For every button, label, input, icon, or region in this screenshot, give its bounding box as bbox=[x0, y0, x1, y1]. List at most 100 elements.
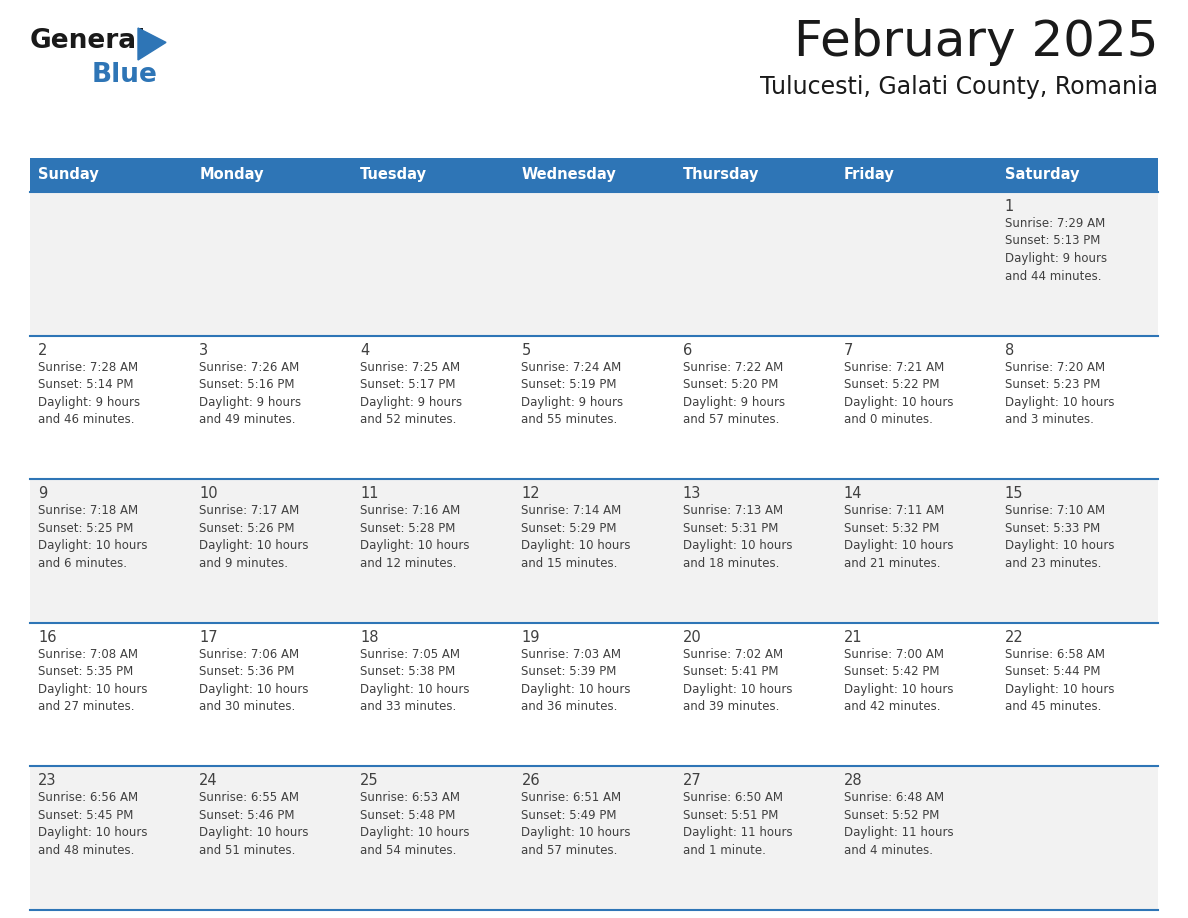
Text: and 33 minutes.: and 33 minutes. bbox=[360, 700, 456, 713]
Text: Daylight: 10 hours: Daylight: 10 hours bbox=[360, 683, 469, 696]
Text: Sunrise: 7:26 AM: Sunrise: 7:26 AM bbox=[200, 361, 299, 374]
Text: Daylight: 9 hours: Daylight: 9 hours bbox=[38, 396, 140, 409]
Text: Sunset: 5:25 PM: Sunset: 5:25 PM bbox=[38, 521, 133, 534]
Text: and 57 minutes.: and 57 minutes. bbox=[522, 844, 618, 856]
Text: Monday: Monday bbox=[200, 167, 264, 183]
Bar bbox=[30, 622, 1158, 767]
Text: Sunset: 5:31 PM: Sunset: 5:31 PM bbox=[683, 521, 778, 534]
Text: and 44 minutes.: and 44 minutes. bbox=[1005, 270, 1101, 283]
Text: Sunset: 5:42 PM: Sunset: 5:42 PM bbox=[843, 666, 940, 678]
Bar bbox=[30, 192, 1158, 336]
Text: Saturday: Saturday bbox=[1005, 167, 1080, 183]
Text: Daylight: 10 hours: Daylight: 10 hours bbox=[522, 826, 631, 839]
Text: Daylight: 10 hours: Daylight: 10 hours bbox=[1005, 396, 1114, 409]
Text: 14: 14 bbox=[843, 487, 862, 501]
Text: Tulucesti, Galati County, Romania: Tulucesti, Galati County, Romania bbox=[760, 75, 1158, 99]
Text: Daylight: 10 hours: Daylight: 10 hours bbox=[843, 683, 953, 696]
Bar bbox=[30, 158, 1158, 192]
Text: Sunset: 5:14 PM: Sunset: 5:14 PM bbox=[38, 378, 133, 391]
Text: Sunrise: 7:25 AM: Sunrise: 7:25 AM bbox=[360, 361, 461, 374]
Text: Sunset: 5:46 PM: Sunset: 5:46 PM bbox=[200, 809, 295, 822]
Text: Sunrise: 7:13 AM: Sunrise: 7:13 AM bbox=[683, 504, 783, 517]
Bar bbox=[30, 479, 1158, 622]
Text: Daylight: 9 hours: Daylight: 9 hours bbox=[683, 396, 785, 409]
Text: Sunrise: 6:48 AM: Sunrise: 6:48 AM bbox=[843, 791, 943, 804]
Text: Sunset: 5:49 PM: Sunset: 5:49 PM bbox=[522, 809, 617, 822]
Text: 27: 27 bbox=[683, 773, 701, 789]
Text: and 48 minutes.: and 48 minutes. bbox=[38, 844, 134, 856]
Text: and 49 minutes.: and 49 minutes. bbox=[200, 413, 296, 426]
Text: 17: 17 bbox=[200, 630, 217, 644]
Text: Sunrise: 6:55 AM: Sunrise: 6:55 AM bbox=[200, 791, 299, 804]
Text: Daylight: 10 hours: Daylight: 10 hours bbox=[1005, 683, 1114, 696]
Text: 7: 7 bbox=[843, 342, 853, 358]
Text: Sunset: 5:48 PM: Sunset: 5:48 PM bbox=[360, 809, 456, 822]
Text: and 4 minutes.: and 4 minutes. bbox=[843, 844, 933, 856]
Text: Sunrise: 7:00 AM: Sunrise: 7:00 AM bbox=[843, 648, 943, 661]
Text: Thursday: Thursday bbox=[683, 167, 759, 183]
Text: 8: 8 bbox=[1005, 342, 1015, 358]
Text: Sunset: 5:39 PM: Sunset: 5:39 PM bbox=[522, 666, 617, 678]
Text: and 42 minutes.: and 42 minutes. bbox=[843, 700, 940, 713]
Text: Sunrise: 6:56 AM: Sunrise: 6:56 AM bbox=[38, 791, 138, 804]
Text: Daylight: 10 hours: Daylight: 10 hours bbox=[38, 826, 147, 839]
Text: Sunset: 5:35 PM: Sunset: 5:35 PM bbox=[38, 666, 133, 678]
Text: 9: 9 bbox=[38, 487, 48, 501]
Text: Daylight: 10 hours: Daylight: 10 hours bbox=[38, 539, 147, 553]
Text: Sunset: 5:44 PM: Sunset: 5:44 PM bbox=[1005, 666, 1100, 678]
Text: Sunrise: 7:05 AM: Sunrise: 7:05 AM bbox=[360, 648, 460, 661]
Text: 19: 19 bbox=[522, 630, 539, 644]
Text: and 15 minutes.: and 15 minutes. bbox=[522, 556, 618, 570]
Text: Daylight: 10 hours: Daylight: 10 hours bbox=[200, 826, 309, 839]
Text: and 6 minutes.: and 6 minutes. bbox=[38, 556, 127, 570]
Text: and 23 minutes.: and 23 minutes. bbox=[1005, 556, 1101, 570]
Text: 13: 13 bbox=[683, 487, 701, 501]
Text: Sunrise: 6:58 AM: Sunrise: 6:58 AM bbox=[1005, 648, 1105, 661]
Text: February 2025: February 2025 bbox=[794, 18, 1158, 66]
Text: Daylight: 10 hours: Daylight: 10 hours bbox=[360, 539, 469, 553]
Text: and 3 minutes.: and 3 minutes. bbox=[1005, 413, 1094, 426]
Text: Sunrise: 7:06 AM: Sunrise: 7:06 AM bbox=[200, 648, 299, 661]
Text: Sunset: 5:13 PM: Sunset: 5:13 PM bbox=[1005, 234, 1100, 248]
Text: 18: 18 bbox=[360, 630, 379, 644]
Text: and 30 minutes.: and 30 minutes. bbox=[200, 700, 296, 713]
Text: 2: 2 bbox=[38, 342, 48, 358]
Text: Sunset: 5:52 PM: Sunset: 5:52 PM bbox=[843, 809, 939, 822]
Text: Daylight: 10 hours: Daylight: 10 hours bbox=[38, 683, 147, 696]
Text: Sunrise: 7:18 AM: Sunrise: 7:18 AM bbox=[38, 504, 138, 517]
Text: Daylight: 10 hours: Daylight: 10 hours bbox=[360, 826, 469, 839]
Text: Sunrise: 7:22 AM: Sunrise: 7:22 AM bbox=[683, 361, 783, 374]
Text: Sunrise: 7:29 AM: Sunrise: 7:29 AM bbox=[1005, 217, 1105, 230]
Text: Daylight: 10 hours: Daylight: 10 hours bbox=[522, 683, 631, 696]
Text: Daylight: 9 hours: Daylight: 9 hours bbox=[200, 396, 302, 409]
Text: and 46 minutes.: and 46 minutes. bbox=[38, 413, 134, 426]
Text: Sunset: 5:51 PM: Sunset: 5:51 PM bbox=[683, 809, 778, 822]
Text: and 1 minute.: and 1 minute. bbox=[683, 844, 765, 856]
Text: Sunset: 5:22 PM: Sunset: 5:22 PM bbox=[843, 378, 940, 391]
Text: and 51 minutes.: and 51 minutes. bbox=[200, 844, 296, 856]
Text: Sunset: 5:33 PM: Sunset: 5:33 PM bbox=[1005, 521, 1100, 534]
Text: 15: 15 bbox=[1005, 487, 1023, 501]
Text: 28: 28 bbox=[843, 773, 862, 789]
Text: Sunrise: 7:11 AM: Sunrise: 7:11 AM bbox=[843, 504, 944, 517]
Text: Daylight: 10 hours: Daylight: 10 hours bbox=[683, 683, 792, 696]
Text: Daylight: 9 hours: Daylight: 9 hours bbox=[1005, 252, 1107, 265]
Text: and 27 minutes.: and 27 minutes. bbox=[38, 700, 134, 713]
Text: 10: 10 bbox=[200, 487, 217, 501]
Text: Sunrise: 7:24 AM: Sunrise: 7:24 AM bbox=[522, 361, 621, 374]
Text: Tuesday: Tuesday bbox=[360, 167, 428, 183]
Text: Sunrise: 7:17 AM: Sunrise: 7:17 AM bbox=[200, 504, 299, 517]
Text: 1: 1 bbox=[1005, 199, 1015, 214]
Text: 24: 24 bbox=[200, 773, 217, 789]
Text: Sunrise: 7:10 AM: Sunrise: 7:10 AM bbox=[1005, 504, 1105, 517]
Text: and 45 minutes.: and 45 minutes. bbox=[1005, 700, 1101, 713]
Text: 6: 6 bbox=[683, 342, 691, 358]
Bar bbox=[30, 767, 1158, 910]
Text: Daylight: 11 hours: Daylight: 11 hours bbox=[683, 826, 792, 839]
Text: 16: 16 bbox=[38, 630, 57, 644]
Text: 4: 4 bbox=[360, 342, 369, 358]
Text: Blue: Blue bbox=[91, 62, 158, 88]
Text: and 0 minutes.: and 0 minutes. bbox=[843, 413, 933, 426]
Text: Sunrise: 6:51 AM: Sunrise: 6:51 AM bbox=[522, 791, 621, 804]
Text: and 12 minutes.: and 12 minutes. bbox=[360, 556, 456, 570]
